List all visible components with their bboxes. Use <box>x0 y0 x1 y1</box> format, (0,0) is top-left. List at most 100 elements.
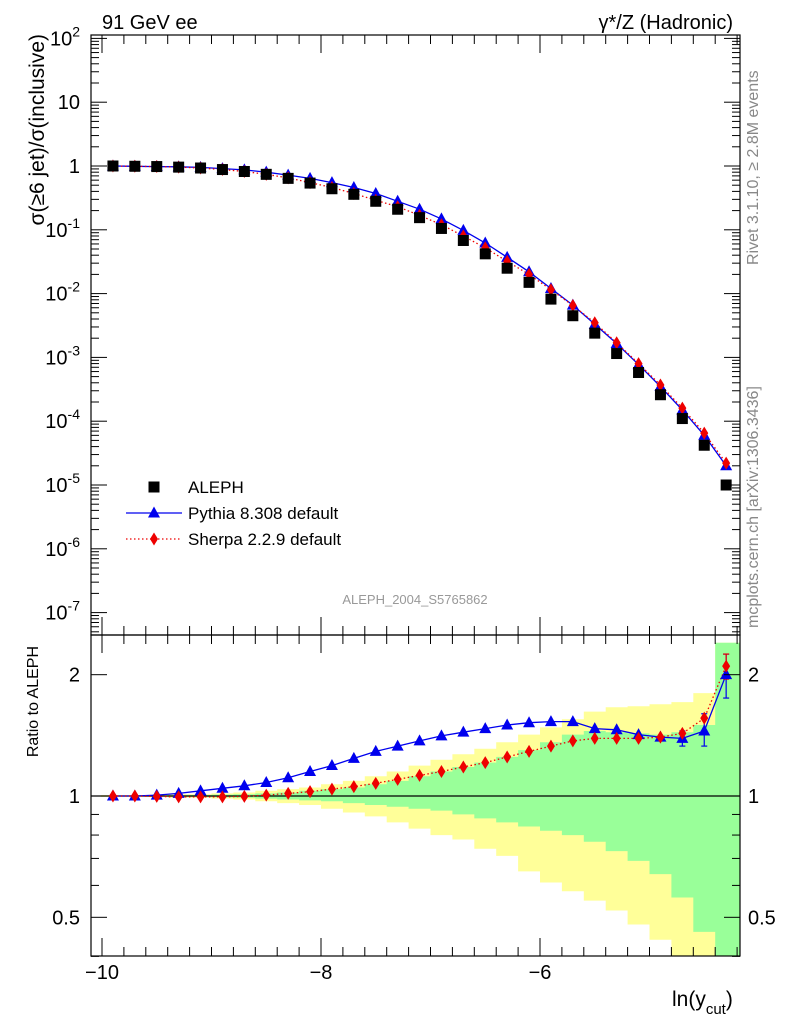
ratio-sherpa-2-2-9-default-point <box>371 776 380 790</box>
ratio-pythia-8-308-default-point <box>610 723 623 735</box>
ratio-y-tick-label-left: 2 <box>69 665 80 687</box>
ratio-pythia-8-308-default-point <box>698 724 711 736</box>
aleph-point <box>326 183 338 195</box>
legend-sherpa-2-2-9-default-marker <box>150 532 158 546</box>
sherpa-2-2-9-default-point <box>700 426 709 440</box>
aleph-point <box>589 327 601 339</box>
main-y-tick-label: 10-5 <box>45 470 80 497</box>
main-y-tick-label: 10-3 <box>45 342 80 369</box>
main-y-tick-exponent: -7 <box>68 598 81 614</box>
ratio-y-tick-label-left: 0.5 <box>52 907 80 929</box>
sherpa-2-2-9-default-point <box>678 401 687 415</box>
aleph-point <box>173 161 185 173</box>
sherpa-2-2-9-default-point <box>634 357 643 371</box>
aleph-point <box>501 262 513 274</box>
ratio-pythia-8-308-default-point <box>260 776 273 788</box>
ratio-pythia-8-308-default-point <box>282 771 295 783</box>
main-y-tick-label: 10 <box>58 92 80 114</box>
main-y-tick-base: 10 <box>45 603 67 625</box>
legend-aleph-marker <box>148 481 160 493</box>
sherpa-2-2-9-default-point <box>590 316 599 330</box>
x-tick-label: −6 <box>529 962 552 984</box>
ratio-pythia-8-308-default-point <box>523 716 536 728</box>
main-y-tick-label: 10-4 <box>45 406 80 433</box>
ratio-sherpa-2-2-9-default-point <box>108 789 117 803</box>
aleph-point <box>129 160 141 172</box>
ratio-sherpa-2-2-9-default-point <box>481 756 490 770</box>
sherpa-2-2-9-default-point <box>612 336 621 350</box>
ratio-pythia-8-308-default-point <box>435 729 448 741</box>
aleph-point <box>260 168 272 180</box>
ratio-pythia-8-308-default-point <box>588 722 601 734</box>
main-y-tick-label: 1 <box>69 156 80 178</box>
ratio-sherpa-2-2-9-default-point <box>546 739 555 753</box>
x-axis-title-main: ln(y <box>672 988 706 1011</box>
aleph-point <box>348 188 360 200</box>
ratio-pythia-8-308-default-point <box>391 739 404 751</box>
ratio-pythia-8-308-default-point <box>457 725 470 737</box>
ratio-sherpa-2-2-9-default-point <box>568 734 577 748</box>
aleph-point <box>654 389 666 401</box>
ratio-sherpa-2-2-9-default-point <box>722 659 731 673</box>
mcplots-label: mcplots.cern.ch [arXiv:1306.3436] <box>745 386 762 628</box>
sherpa-2-2-9-default-point <box>722 456 731 470</box>
legend-pythia-8-308-default-marker <box>148 506 160 518</box>
x-tick-label: −8 <box>310 962 333 984</box>
aleph-point <box>698 439 710 451</box>
main-y-tick-base: 10 <box>50 28 72 50</box>
analysis-watermark: ALEPH_2004_S5765862 <box>342 592 487 607</box>
header-left: 91 GeV ee <box>102 12 198 34</box>
ratio-y-tick-label-right: 2 <box>748 665 759 687</box>
aleph-point <box>304 177 316 189</box>
main-y-tick-base: 10 <box>45 220 67 242</box>
main-y-tick-base: 10 <box>45 347 67 369</box>
main-y-tick-base: 10 <box>45 284 67 306</box>
main-y-tick-base: 10 <box>45 539 67 561</box>
aleph-point <box>545 293 557 305</box>
ratio-sherpa-2-2-9-default-point <box>196 790 205 804</box>
main-y-tick-label: 10-7 <box>45 598 80 625</box>
ratio-sherpa-2-2-9-default-point <box>525 744 534 758</box>
aleph-point <box>633 366 645 378</box>
ratio-sherpa-2-2-9-default-point <box>415 768 424 782</box>
ratio-series-group <box>106 653 733 804</box>
ratio-sherpa-2-2-9-default-point <box>262 788 271 802</box>
ratio-sherpa-2-2-9-default-point <box>218 790 227 804</box>
aleph-point <box>282 172 294 184</box>
x-tick-label: −10 <box>85 962 119 984</box>
aleph-point <box>370 195 382 207</box>
ratio-sherpa-2-2-9-default-point <box>130 789 139 803</box>
ratio-uncertainty-bands <box>100 642 740 956</box>
x-axis-title: ln(ycut) <box>672 988 733 1018</box>
sherpa-2-2-9-default-point <box>568 299 577 313</box>
ratio-sherpa-2-2-9-default-point <box>327 782 336 796</box>
pythia-8-308-default-point <box>369 187 382 199</box>
main-y-tick-label: 10-2 <box>45 279 80 306</box>
pythia-8-308-default-point <box>413 202 426 214</box>
aleph-point <box>107 160 119 172</box>
ratio-sherpa-2-2-9-default-point <box>174 790 183 804</box>
ratio-y-axis-title: Ratio to ALEPH <box>25 646 42 757</box>
ratio-sherpa-2-2-9-default-point <box>437 765 446 779</box>
main-series-group <box>106 159 733 491</box>
rivet-version-label: Rivet 3.1.10, ≥ 2.8M events <box>745 70 762 265</box>
ratio-sherpa-2-2-9-default-point <box>656 730 665 744</box>
aleph-point <box>457 234 469 246</box>
ratio-pythia-8-308-default-point <box>325 759 338 771</box>
aleph-point <box>611 348 623 360</box>
ratio-sherpa-2-2-9-default-point <box>503 750 512 764</box>
main-y-tick-base: 1 <box>69 156 80 178</box>
aleph-point <box>238 165 250 177</box>
ratio-sherpa-2-2-9-default-point <box>634 731 643 745</box>
aleph-point <box>414 212 426 224</box>
ratio-pythia-8-308-default-point <box>501 718 514 730</box>
ratio-sherpa-2-2-9-default-point <box>152 789 161 803</box>
ratio-sherpa-2-2-9-default-point <box>349 780 358 794</box>
x-axis-title-subscript: cut <box>706 1001 727 1018</box>
ratio-pythia-8-308-default-point <box>720 668 733 680</box>
ratio-pythia-8-308-default-point <box>479 722 492 734</box>
ratio-y-axis: 0.5 0.5 1 1 2 2 <box>52 665 776 957</box>
ratio-sherpa-2-2-9-default-point <box>306 785 315 799</box>
